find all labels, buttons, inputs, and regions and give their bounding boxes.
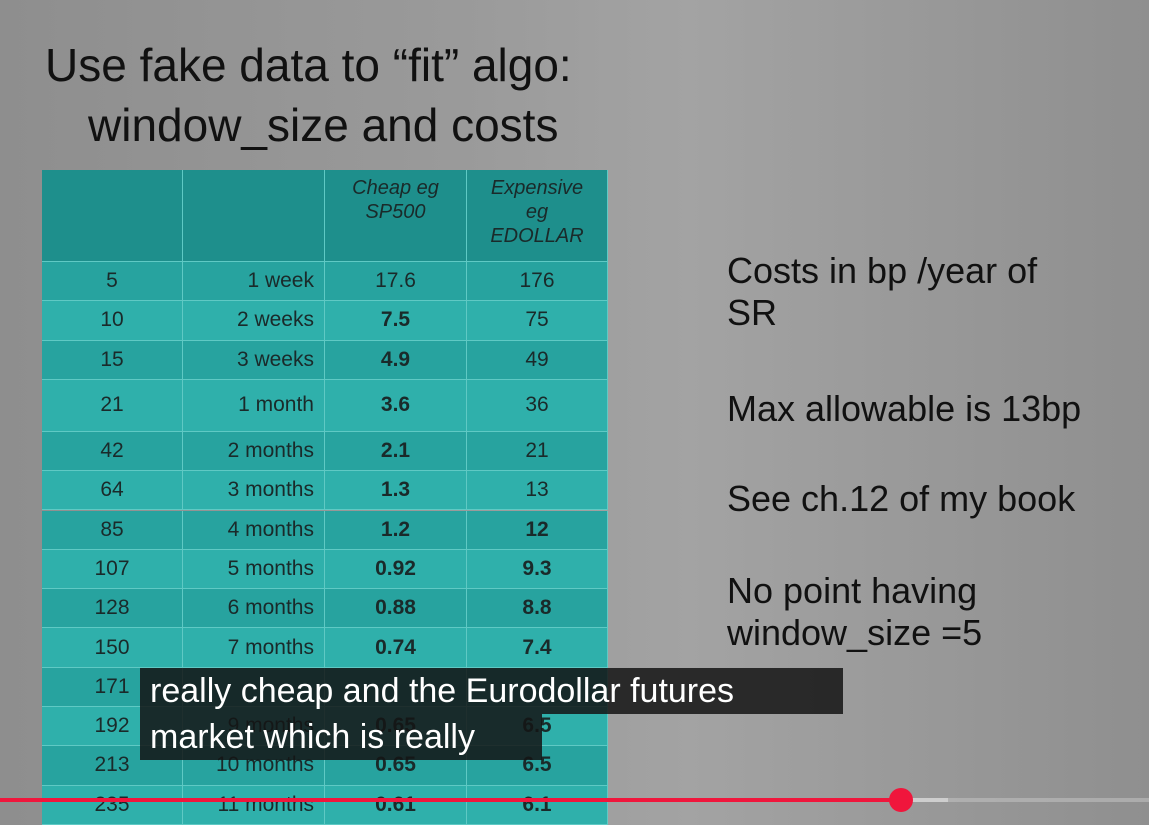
table-cell: 235: [42, 785, 183, 825]
progress-bar[interactable]: [0, 798, 901, 802]
table-cell: 128: [42, 589, 183, 629]
table-cell: 7.4: [467, 628, 608, 668]
table-cell: 0.74: [325, 628, 467, 668]
table-cell: 85: [42, 510, 183, 550]
table-cell: 1.3: [325, 471, 467, 511]
table-cell: 49: [467, 340, 608, 380]
header-cell: Cheap eg SP500: [325, 170, 467, 262]
note-text: See ch.12 of my book: [727, 478, 1076, 519]
table-cell: 9.3: [467, 549, 608, 590]
table-cell: 5 months: [183, 549, 325, 590]
table-cell: 12: [467, 510, 608, 550]
header-text: SP500: [365, 201, 426, 223]
table-cell: 1 month: [183, 379, 325, 432]
header-text: eg: [525, 201, 549, 223]
note-text: Max allowable is 13bp: [727, 388, 1082, 429]
table-cell: 176: [467, 262, 608, 302]
header-text: Expensive: [490, 177, 584, 199]
table-cell: 7 months: [183, 628, 325, 668]
note-text: SR: [727, 292, 778, 333]
table-cell: 150: [42, 628, 183, 668]
note-text: No point having: [727, 570, 978, 611]
table-cell: 5: [42, 262, 183, 302]
caption-line: market which is really: [140, 714, 542, 760]
header-cell: Expensive eg EDOLLAR: [467, 170, 608, 262]
table-cell: 15: [42, 340, 183, 380]
table-cell: 10: [42, 301, 183, 341]
table-cell: 0.92: [325, 549, 467, 590]
caption-line: really cheap and the Eurodollar futures: [140, 668, 843, 714]
table-cell: 107: [42, 549, 183, 590]
slide-title: window_size and costs: [88, 99, 559, 151]
cost-table: Cheap eg SP500 Expensive eg EDOLLAR 5 1 week 17…: [42, 170, 608, 825]
header-cell: [183, 170, 325, 262]
table-cell: 3 weeks: [183, 340, 325, 380]
scrubber[interactable]: [889, 788, 913, 812]
table-cell: 0.88: [325, 589, 467, 629]
header-cell: [42, 170, 183, 262]
table-cell: 8.8: [467, 589, 608, 629]
note-text: Costs in bp /year of: [727, 250, 1038, 291]
table-cell: 2 weeks: [183, 301, 325, 341]
table-cell: 6 months: [183, 589, 325, 629]
table-cell: 42: [42, 431, 183, 472]
table-cell: 4.9: [325, 340, 467, 380]
table-cell: 6.1: [467, 785, 608, 825]
table-cell: 0.61: [325, 785, 467, 825]
table-cell: 36: [467, 379, 608, 432]
table-cell: 21: [467, 431, 608, 472]
table-cell: 11 months: [183, 785, 325, 825]
table-cell: 1.2: [325, 510, 467, 550]
table-cell: 3.6: [325, 379, 467, 432]
table-cell: 4 months: [183, 510, 325, 550]
header-text: Cheap eg: [352, 177, 439, 199]
table-cell: 2.1: [325, 431, 467, 472]
table-cell: 7.5: [325, 301, 467, 341]
table-cell: 13: [467, 471, 608, 511]
note-text: window_size =5: [727, 612, 983, 653]
table-cell: 64: [42, 471, 183, 511]
table-cell: 2 months: [183, 431, 325, 472]
table-cell: 21: [42, 379, 183, 432]
slide-title: Use fake data to “fit” algo:: [45, 39, 572, 91]
header-text: EDOLLAR: [490, 225, 584, 247]
table-cell: 3 months: [183, 471, 325, 511]
table-cell: 1 week: [183, 262, 325, 302]
table-cell: 17.6: [325, 262, 467, 302]
table-cell: 75: [467, 301, 608, 341]
